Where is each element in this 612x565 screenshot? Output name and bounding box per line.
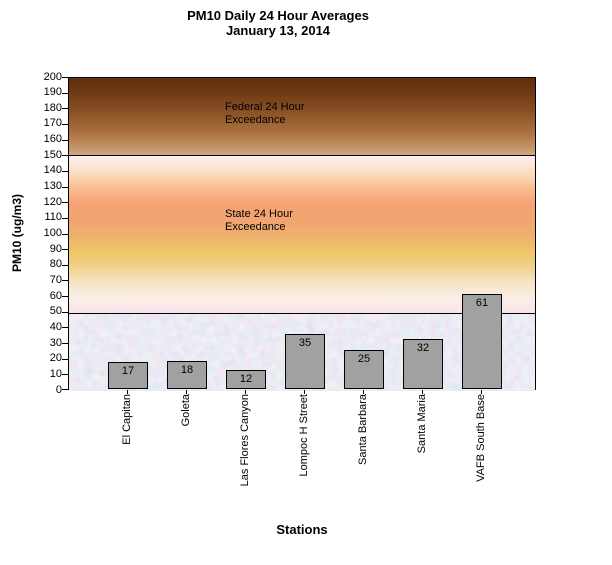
y-tick-label: 20: [49, 352, 62, 365]
y-tick-mark: [62, 108, 68, 110]
y-tick-label: 80: [49, 258, 62, 271]
y-axis-tick-labels: 0 10 20 30 40 50 60 70 80 90 100 110 120 130 140 150 160…: [14, 71, 62, 396]
state-exceedance-zone: [69, 156, 535, 313]
y-tick-mark: [62, 358, 68, 360]
y-tick-label: 100: [43, 227, 62, 239]
x-axis-label: Santa Barbara: [357, 394, 369, 465]
bar: 35: [285, 334, 325, 389]
y-tick-label: 0: [55, 383, 62, 396]
bar: 32: [403, 339, 443, 389]
y-tick-mark: [62, 77, 68, 78]
x-tick-mark: [422, 390, 423, 394]
y-tick-mark: [62, 374, 68, 376]
y-tick-label: 70: [49, 273, 62, 286]
x-axis-label: Goleta: [180, 394, 192, 427]
y-tick-label: 110: [44, 211, 62, 224]
x-tick-mark: [481, 390, 482, 394]
plot-area: Federal 24 Hour Exceedance State 24 Hour…: [68, 77, 536, 391]
bar-value-label: 61: [475, 297, 489, 309]
x-axis-title: Stations: [276, 522, 328, 537]
x-tick-mark: [304, 390, 305, 394]
bar: 18: [167, 361, 207, 389]
x-axis-label: Lompoc H Street: [298, 394, 310, 477]
x-axis-labels: El Capitan Goleta Las Flores Canyon Lompoc …: [68, 394, 536, 509]
y-tick-mark: [62, 296, 68, 298]
y-tick-label: 50: [49, 305, 62, 318]
y-tick-mark: [62, 217, 68, 219]
y-tick-label: 190: [43, 86, 62, 99]
y-tick-mark: [62, 155, 68, 157]
y-tick-label: 150: [43, 148, 62, 161]
state-annotation-line2: Exceedance: [225, 221, 286, 233]
y-tick-mark: [62, 170, 68, 172]
bar-value-label: 18: [180, 364, 194, 376]
bar-value-label: 35: [298, 337, 312, 349]
bar-value-label: 12: [239, 373, 253, 385]
y-tick-mark: [62, 280, 68, 282]
y-tick-mark: [62, 186, 68, 188]
y-tick-label: 180: [43, 101, 62, 114]
y-tick-mark: [62, 233, 68, 235]
y-tick-mark: [62, 202, 68, 204]
x-axis-label: Santa Maria: [416, 394, 428, 454]
federal-annotation: Federal 24 Hour Exceedance: [225, 101, 305, 127]
x-tick-mark: [186, 390, 187, 394]
y-tick-mark: [62, 249, 68, 251]
federal-annotation-line2: Exceedance: [225, 114, 286, 126]
bars-container: 17 18 12 35 25 32 61: [69, 78, 535, 389]
bar-value-label: 32: [416, 342, 430, 354]
y-tick-mark: [62, 123, 68, 125]
x-axis-label: Las Flores Canyon: [239, 394, 251, 487]
y-tick-mark: [62, 264, 68, 266]
y-tick-label: 60: [49, 289, 62, 302]
bar-value-label: 25: [357, 353, 371, 365]
y-tick-mark: [62, 92, 68, 94]
x-tick-mark: [363, 390, 364, 394]
y-tick-label: 40: [49, 320, 62, 333]
bar: 12: [226, 370, 266, 389]
y-tick-label: 160: [43, 133, 62, 146]
y-tick-mark: [62, 389, 68, 390]
y-tick-label: 130: [43, 180, 62, 193]
y-tick-label: 10: [49, 367, 62, 380]
y-tick-label: 90: [49, 242, 62, 255]
chart-subtitle: January 13, 2014: [225, 23, 331, 38]
y-tick-mark: [62, 343, 68, 345]
y-tick-mark: [62, 311, 68, 313]
y-tick-label: 120: [43, 195, 62, 208]
x-axis-tick-marks: [68, 390, 536, 395]
y-tick-label: 30: [49, 336, 62, 349]
y-tick-label: 140: [43, 164, 62, 177]
y-tick-mark: [62, 327, 68, 329]
y-axis-tick-marks: [62, 77, 68, 390]
bar-value-label: 17: [121, 365, 135, 377]
y-tick-label: 200: [43, 70, 62, 83]
federal-annotation-line1: Federal 24 Hour: [225, 101, 305, 113]
state-annotation: State 24 Hour Exceedance: [225, 208, 293, 234]
federal-exceedance-zone: [69, 78, 535, 156]
bar: 17: [108, 362, 148, 389]
x-tick-mark: [127, 390, 128, 394]
bar: 25: [344, 350, 384, 389]
chart-title: PM10 Daily 24 Hour Averages: [187, 8, 369, 23]
x-axis-label: El Capitan: [121, 394, 133, 445]
y-tick-label: 170: [43, 117, 62, 130]
x-axis-label: VAFB South Base: [475, 394, 487, 482]
bar: 61: [462, 294, 502, 389]
y-tick-mark: [62, 139, 68, 141]
y-axis-title: PM10 (ug/m3): [10, 193, 24, 273]
state-annotation-line1: State 24 Hour: [225, 208, 293, 220]
x-tick-mark: [245, 390, 246, 394]
